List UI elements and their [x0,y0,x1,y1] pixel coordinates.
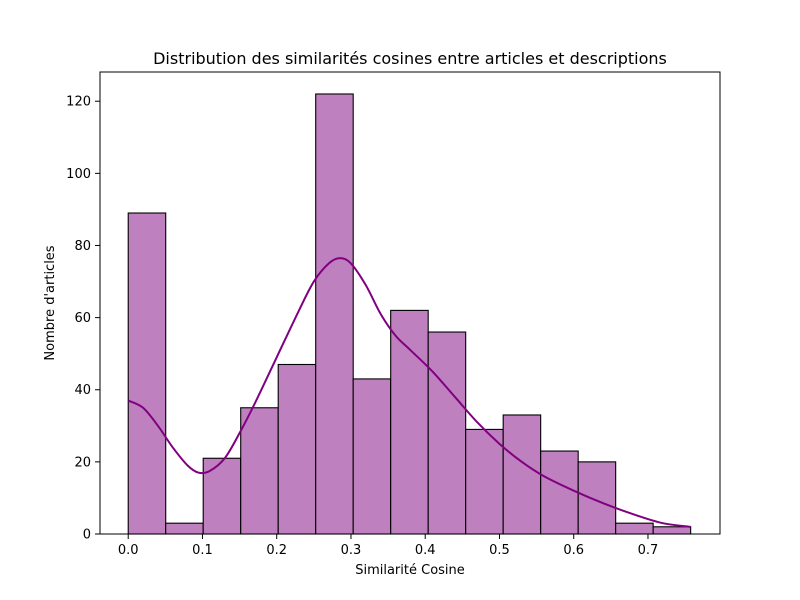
histogram-bar [465,428,504,535]
x-axis: 0.0 0.1 0.2 0.3 0.4 0.5 0.6 0.7 [118,534,658,558]
histogram-bar [165,522,204,535]
histogram-bar [577,461,617,535]
kde-line [127,257,691,528]
x-tick-label: 0.5 [489,543,510,558]
histogram-bar [315,93,354,535]
y-tick-label: 0 [83,528,91,543]
x-tick-label: 0.3 [341,543,362,558]
histogram-bar [540,450,579,535]
histogram-bar [352,378,392,535]
x-tick-label: 0.7 [638,543,659,558]
x-tick-label: 0.1 [192,543,213,558]
y-tick-label: 120 [66,95,91,110]
x-tick-label: 0.0 [118,543,139,558]
histogram-bar [502,414,542,535]
histogram-bar [390,309,429,535]
plot-frame [99,71,721,535]
histogram-bar [427,331,467,535]
y-tick-label: 80 [74,239,91,254]
histogram-bar [277,363,317,535]
y-axis-label: Nombre d'articles [43,245,58,360]
chart-title: Distribution des similarités cosines ent… [153,49,667,68]
y-tick-label: 60 [74,311,91,326]
histogram-bar [127,212,167,535]
y-tick-label: 40 [74,383,91,398]
bars-group [127,93,692,535]
y-tick-label: 100 [66,167,91,182]
x-tick-label: 0.2 [266,543,287,558]
histogram-bar [202,457,242,535]
x-tick-label: 0.6 [563,543,584,558]
x-tick-label: 0.4 [415,543,436,558]
y-tick-label: 20 [74,455,91,470]
y-axis: 0 20 40 60 80 100 120 [66,95,100,543]
histogram-bar [240,407,279,535]
histogram-bar [652,526,692,535]
x-axis-label: Similarité Cosine [355,563,465,578]
histogram-bar [615,522,654,535]
